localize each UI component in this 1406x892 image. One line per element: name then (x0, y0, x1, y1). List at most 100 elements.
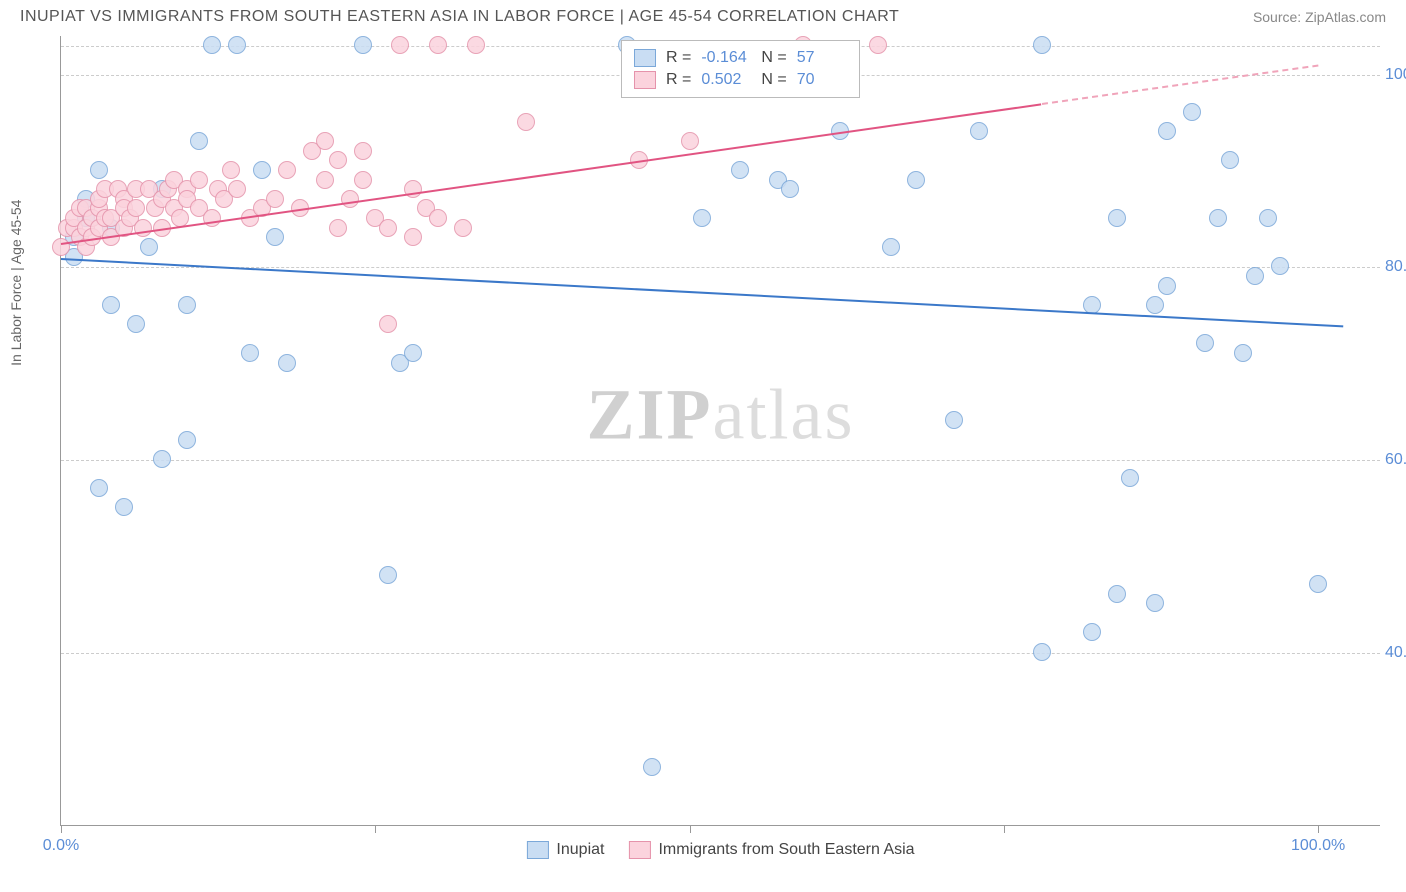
scatter-point (1108, 585, 1126, 603)
scatter-point (907, 171, 925, 189)
scatter-point (404, 228, 422, 246)
scatter-point (241, 344, 259, 362)
scatter-point (329, 219, 347, 237)
y-tick-label: 80.0% (1385, 258, 1406, 276)
legend-n-value: 70 (797, 71, 847, 89)
scatter-point (127, 199, 145, 217)
y-axis-label: In Labor Force | Age 45-54 (8, 200, 24, 366)
scatter-point (391, 36, 409, 54)
x-tick (375, 825, 376, 833)
scatter-point (517, 113, 535, 131)
legend-label: Inupiat (556, 841, 604, 859)
scatter-point (882, 238, 900, 256)
scatter-point (1121, 469, 1139, 487)
scatter-point (115, 498, 133, 516)
scatter-point (90, 479, 108, 497)
scatter-point (693, 209, 711, 227)
legend-r-value: 0.502 (701, 71, 751, 89)
scatter-point (1196, 334, 1214, 352)
scatter-point (404, 344, 422, 362)
legend-n-value: 57 (797, 49, 847, 67)
scatter-point (1271, 257, 1289, 275)
chart-container: In Labor Force | Age 45-54 ZIPatlas 40.0… (60, 36, 1386, 846)
scatter-point (127, 315, 145, 333)
scatter-point (266, 190, 284, 208)
scatter-point (228, 180, 246, 198)
legend-item: Inupiat (526, 841, 604, 859)
gridline (61, 653, 1380, 654)
watermark: ZIPatlas (587, 373, 855, 456)
scatter-point (1146, 594, 1164, 612)
scatter-point (190, 132, 208, 150)
scatter-point (222, 161, 240, 179)
x-tick (1004, 825, 1005, 833)
scatter-point (354, 142, 372, 160)
legend-n-label: N = (761, 49, 786, 67)
chart-title: INUPIAT VS IMMIGRANTS FROM SOUTH EASTERN… (20, 8, 899, 26)
scatter-point (379, 315, 397, 333)
series-legend: Inupiat Immigrants from South Eastern Asi… (526, 841, 914, 859)
scatter-point (379, 566, 397, 584)
scatter-point (1209, 209, 1227, 227)
scatter-point (1259, 209, 1277, 227)
scatter-point (945, 411, 963, 429)
scatter-point (354, 171, 372, 189)
scatter-point (429, 209, 447, 227)
scatter-point (178, 431, 196, 449)
legend-swatch (628, 841, 650, 859)
scatter-point (454, 219, 472, 237)
scatter-point (52, 238, 70, 256)
scatter-point (467, 36, 485, 54)
chart-header: INUPIAT VS IMMIGRANTS FROM SOUTH EASTERN… (0, 0, 1406, 32)
scatter-point (1033, 36, 1051, 54)
scatter-point (228, 36, 246, 54)
scatter-point (190, 171, 208, 189)
scatter-point (1158, 122, 1176, 140)
scatter-point (681, 132, 699, 150)
trend-line (1041, 65, 1318, 106)
x-tick-label: 100.0% (1291, 837, 1345, 855)
scatter-point (781, 180, 799, 198)
scatter-point (379, 219, 397, 237)
scatter-point (429, 36, 447, 54)
scatter-point (1221, 151, 1239, 169)
scatter-point (1309, 575, 1327, 593)
scatter-point (90, 161, 108, 179)
trend-line (61, 103, 1042, 245)
scatter-point (278, 354, 296, 372)
scatter-point (266, 228, 284, 246)
legend-item: Immigrants from South Eastern Asia (628, 841, 914, 859)
y-tick-label: 100.0% (1385, 66, 1406, 84)
watermark-light: atlas (713, 374, 855, 454)
scatter-point (102, 296, 120, 314)
legend-r-value: -0.164 (701, 49, 751, 67)
scatter-point (1234, 344, 1252, 362)
x-tick (1318, 825, 1319, 833)
scatter-point (203, 36, 221, 54)
correlation-legend: R = -0.164 N = 57 R =0.502N =70 (621, 40, 860, 98)
scatter-point (1083, 623, 1101, 641)
plot-area: ZIPatlas 40.0%60.0%80.0%100.0%0.0%100.0%… (60, 36, 1380, 826)
scatter-point (278, 161, 296, 179)
source-label: Source: ZipAtlas.com (1253, 9, 1386, 25)
legend-swatch (634, 49, 656, 67)
legend-r-label: R = (666, 49, 691, 67)
x-tick (61, 825, 62, 833)
scatter-point (140, 238, 158, 256)
legend-swatch (526, 841, 548, 859)
scatter-point (1146, 296, 1164, 314)
scatter-point (731, 161, 749, 179)
scatter-point (643, 758, 661, 776)
scatter-point (341, 190, 359, 208)
scatter-point (1033, 643, 1051, 661)
scatter-point (316, 132, 334, 150)
scatter-point (153, 450, 171, 468)
scatter-point (1158, 277, 1176, 295)
x-tick (690, 825, 691, 833)
scatter-point (1183, 103, 1201, 121)
legend-row: R =0.502N =70 (634, 69, 847, 91)
scatter-point (1246, 267, 1264, 285)
x-tick-label: 0.0% (43, 837, 79, 855)
legend-label: Immigrants from South Eastern Asia (658, 841, 914, 859)
scatter-point (316, 171, 334, 189)
